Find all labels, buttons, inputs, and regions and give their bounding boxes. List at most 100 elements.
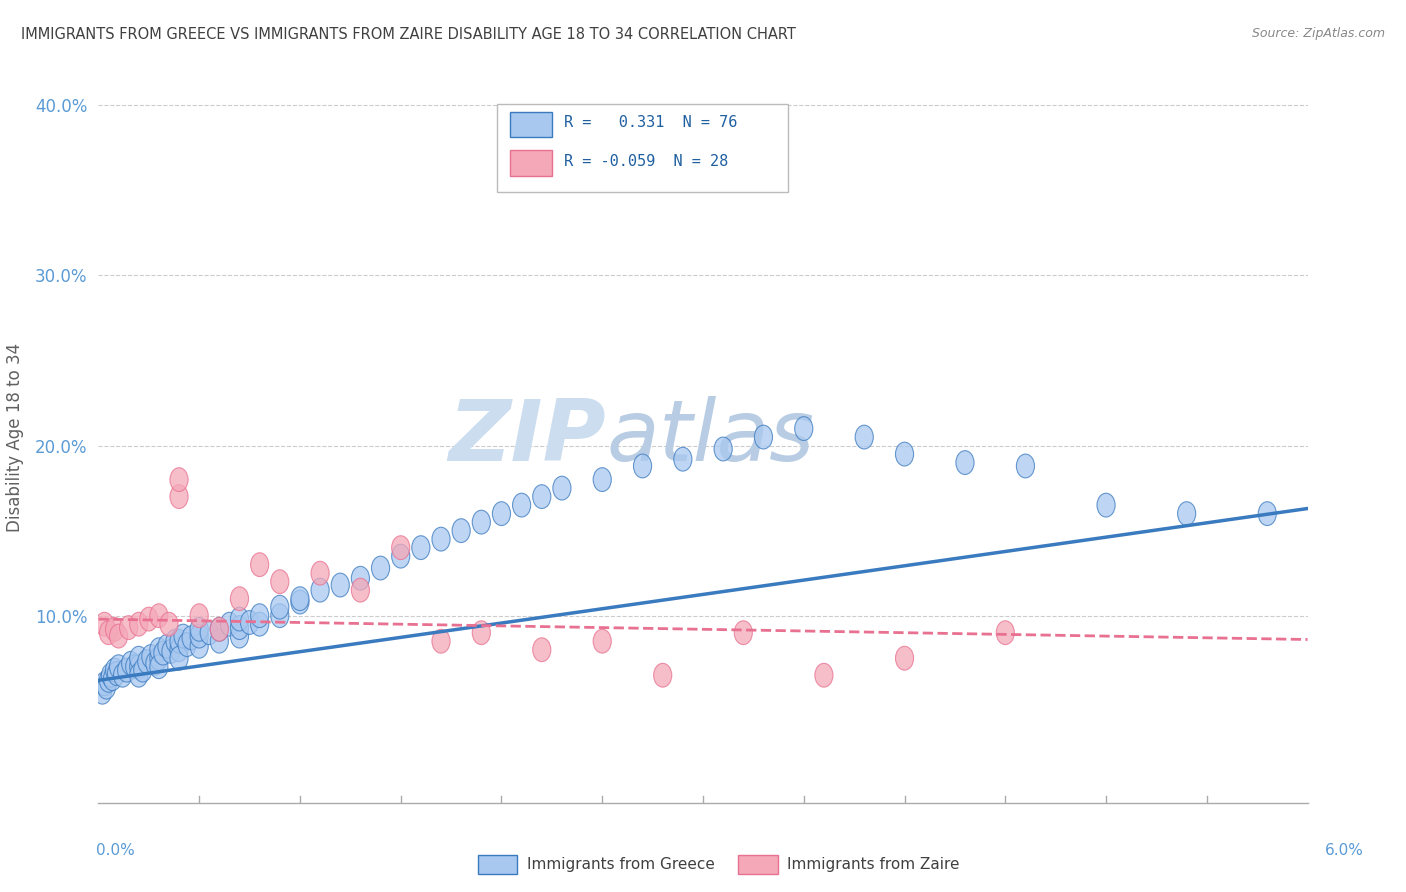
Ellipse shape [896, 647, 914, 670]
Ellipse shape [100, 621, 118, 645]
Ellipse shape [181, 626, 200, 649]
Ellipse shape [593, 467, 612, 491]
Ellipse shape [190, 617, 208, 641]
Ellipse shape [200, 621, 218, 645]
Ellipse shape [231, 624, 249, 648]
Text: Immigrants from Zaire: Immigrants from Zaire [787, 857, 960, 871]
Text: IMMIGRANTS FROM GREECE VS IMMIGRANTS FROM ZAIRE DISABILITY AGE 18 TO 34 CORRELAT: IMMIGRANTS FROM GREECE VS IMMIGRANTS FRO… [21, 27, 796, 42]
Ellipse shape [492, 501, 510, 525]
Ellipse shape [110, 624, 128, 648]
Text: Source: ZipAtlas.com: Source: ZipAtlas.com [1251, 27, 1385, 40]
Text: atlas: atlas [606, 395, 814, 479]
Ellipse shape [157, 634, 176, 658]
Ellipse shape [1178, 501, 1195, 525]
Ellipse shape [221, 612, 239, 636]
Ellipse shape [153, 641, 172, 665]
Ellipse shape [896, 442, 914, 466]
Ellipse shape [129, 655, 148, 679]
Ellipse shape [432, 629, 450, 653]
Ellipse shape [412, 536, 430, 559]
FancyBboxPatch shape [498, 104, 787, 192]
Ellipse shape [105, 617, 124, 641]
Ellipse shape [160, 612, 179, 636]
Ellipse shape [472, 621, 491, 645]
Ellipse shape [104, 666, 121, 690]
Text: R = -0.059  N = 28: R = -0.059 N = 28 [564, 153, 728, 169]
Ellipse shape [392, 536, 409, 559]
FancyBboxPatch shape [509, 151, 551, 176]
Ellipse shape [120, 615, 138, 640]
Ellipse shape [105, 658, 124, 682]
Text: 6.0%: 6.0% [1324, 843, 1364, 858]
Ellipse shape [170, 467, 188, 491]
Ellipse shape [170, 638, 188, 662]
Text: ZIP: ZIP [449, 395, 606, 479]
Ellipse shape [190, 604, 208, 628]
Ellipse shape [392, 544, 409, 568]
Ellipse shape [533, 484, 551, 508]
Ellipse shape [472, 510, 491, 534]
Ellipse shape [673, 447, 692, 471]
Text: Immigrants from Greece: Immigrants from Greece [527, 857, 716, 871]
Ellipse shape [250, 604, 269, 628]
Ellipse shape [170, 484, 188, 508]
Ellipse shape [211, 629, 228, 653]
Ellipse shape [107, 662, 125, 685]
Ellipse shape [110, 655, 128, 679]
Ellipse shape [150, 638, 167, 662]
Ellipse shape [146, 651, 165, 675]
Ellipse shape [250, 612, 269, 636]
Ellipse shape [121, 651, 139, 675]
FancyBboxPatch shape [509, 112, 551, 137]
Ellipse shape [100, 668, 118, 692]
Ellipse shape [150, 655, 167, 679]
Ellipse shape [129, 612, 148, 636]
Ellipse shape [755, 425, 772, 449]
Ellipse shape [956, 450, 974, 475]
Ellipse shape [231, 607, 249, 631]
Ellipse shape [432, 527, 450, 551]
Ellipse shape [240, 611, 259, 634]
Ellipse shape [114, 664, 132, 687]
Ellipse shape [170, 629, 188, 653]
Ellipse shape [271, 595, 288, 619]
Ellipse shape [142, 645, 160, 668]
Ellipse shape [714, 437, 733, 461]
Ellipse shape [593, 629, 612, 653]
Ellipse shape [129, 664, 148, 687]
Ellipse shape [291, 591, 309, 614]
Ellipse shape [231, 615, 249, 640]
Ellipse shape [855, 425, 873, 449]
Ellipse shape [734, 621, 752, 645]
Ellipse shape [332, 574, 349, 597]
Ellipse shape [211, 617, 228, 641]
Ellipse shape [1258, 501, 1277, 525]
Ellipse shape [93, 681, 111, 704]
Y-axis label: Disability Age 18 to 34: Disability Age 18 to 34 [6, 343, 24, 532]
Ellipse shape [352, 566, 370, 591]
Ellipse shape [271, 604, 288, 628]
Ellipse shape [118, 658, 136, 682]
Ellipse shape [1017, 454, 1035, 478]
Ellipse shape [97, 675, 115, 699]
Ellipse shape [174, 624, 193, 648]
Ellipse shape [1097, 493, 1115, 517]
Ellipse shape [250, 553, 269, 576]
Ellipse shape [96, 672, 114, 696]
Ellipse shape [352, 578, 370, 602]
Ellipse shape [179, 632, 197, 657]
Ellipse shape [150, 604, 167, 628]
Ellipse shape [513, 493, 530, 517]
Text: 0.0%: 0.0% [96, 843, 135, 858]
Ellipse shape [162, 640, 180, 664]
Ellipse shape [654, 664, 672, 687]
Ellipse shape [371, 556, 389, 580]
Ellipse shape [101, 664, 120, 687]
Ellipse shape [190, 624, 208, 648]
Ellipse shape [533, 638, 551, 662]
Ellipse shape [997, 621, 1014, 645]
Ellipse shape [134, 658, 152, 682]
Ellipse shape [150, 647, 167, 670]
Ellipse shape [553, 476, 571, 500]
Ellipse shape [190, 634, 208, 658]
